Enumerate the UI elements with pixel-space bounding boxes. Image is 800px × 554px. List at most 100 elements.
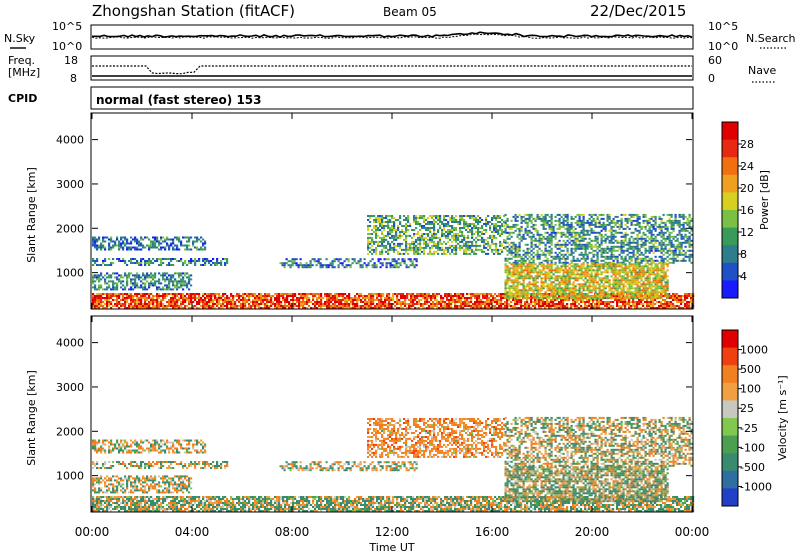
power-echo-cell — [654, 259, 657, 262]
power-echo-cell — [312, 297, 315, 299]
power-echo-cell — [650, 261, 653, 264]
power-echo-cell — [508, 247, 511, 250]
power-echo-cell — [598, 213, 601, 216]
power-echo-cell — [294, 303, 297, 305]
power-echo-cell — [616, 303, 619, 305]
power-echo-cell — [476, 297, 479, 299]
power-echo-cell — [410, 307, 413, 309]
power-echo-cell — [210, 301, 213, 303]
power-echo-cell — [178, 282, 181, 285]
power-echo-cell — [106, 299, 109, 301]
power-echo-cell — [544, 245, 547, 248]
power-echo-cell — [423, 238, 426, 241]
power-echo-cell — [474, 303, 477, 305]
power-echo-cell — [604, 261, 607, 264]
power-echo-cell — [393, 223, 396, 225]
power-echo-cell — [546, 257, 549, 260]
power-echo-cell — [624, 233, 627, 236]
power-echo-cell — [408, 305, 411, 307]
power-echo-cell — [392, 293, 395, 295]
power-echo-cell — [375, 221, 378, 223]
power-echo-cell — [448, 305, 451, 307]
power-echo-cell — [186, 282, 189, 285]
power-echo-cell — [536, 255, 539, 258]
power-echo-cell — [614, 231, 617, 234]
power-echo-cell — [682, 307, 685, 309]
power-echo-cell — [148, 276, 151, 279]
power-echo-cell — [578, 243, 581, 246]
power-echo-cell — [409, 264, 412, 267]
power-echo-cell — [158, 307, 161, 309]
power-echo-cell — [377, 242, 380, 245]
power-echo-cell — [200, 240, 203, 243]
power-echo-cell — [442, 305, 445, 307]
power-echo-cell — [354, 295, 357, 297]
power-echo-cell — [454, 307, 457, 309]
power-echo-cell — [503, 240, 506, 243]
power-echo-cell — [459, 217, 462, 219]
power-echo-cell — [592, 307, 595, 309]
power-echo-cell — [494, 297, 497, 299]
power-echo-cell — [380, 299, 383, 301]
power-echo-cell — [461, 219, 464, 221]
power-echo-cell — [369, 242, 372, 245]
power-echo-cell — [414, 303, 417, 305]
power-echo-cell — [568, 225, 571, 228]
power-echo-cell — [186, 244, 189, 247]
power-echo-cell — [144, 274, 147, 277]
power-echo-cell — [534, 305, 537, 307]
power-echo-cell — [518, 289, 521, 292]
power-echo-cell — [401, 252, 404, 255]
power-echo-cell — [516, 261, 519, 264]
power-echo-cell — [164, 278, 167, 281]
power-echo-cell — [580, 235, 583, 238]
power-echo-cell — [514, 245, 517, 248]
power-echo-cell — [678, 251, 681, 254]
power-echo-cell — [688, 249, 691, 252]
power-echo-cell — [576, 257, 579, 260]
power-echo-cell — [642, 231, 645, 234]
power-echo-cell — [522, 253, 525, 256]
power-echo-cell — [94, 262, 97, 264]
power-echo-cell — [512, 273, 515, 276]
power-echo-cell — [138, 276, 141, 279]
power-echo-cell — [336, 299, 339, 301]
power-echo-cell — [413, 246, 416, 249]
power-echo-cell — [322, 305, 325, 307]
power-echo-cell — [688, 245, 691, 248]
power-echo-cell — [399, 236, 402, 239]
power-echo-cell — [466, 297, 469, 299]
power-echo-cell — [688, 259, 691, 262]
power-echo-cell — [546, 241, 549, 244]
power-echo-cell — [658, 223, 661, 226]
power-echo-cell — [514, 289, 517, 292]
power-echo-cell — [530, 213, 533, 216]
power-echo-cell — [378, 307, 381, 309]
power-echo-cell — [360, 299, 363, 301]
power-echo-cell — [642, 245, 645, 248]
power-echo-cell — [148, 286, 151, 289]
power-echo-cell — [380, 301, 383, 303]
power-echo-cell — [262, 295, 265, 297]
power-echo-cell — [212, 293, 215, 295]
power-echo-cell — [670, 223, 673, 226]
power-echo-cell — [282, 307, 285, 309]
power-echo-cell — [632, 215, 635, 218]
power-echo-cell — [425, 244, 428, 247]
power-echo-cell — [170, 288, 173, 291]
power-echo-cell — [650, 235, 653, 238]
power-echo-cell — [198, 258, 201, 260]
power-echo-cell — [300, 303, 303, 305]
power-echo-cell — [682, 257, 685, 260]
power-echo-cell — [574, 239, 577, 242]
power-echo-cell — [164, 295, 167, 297]
power-echo-cell — [648, 307, 651, 309]
power-echo-cell — [154, 295, 157, 297]
power-echo-cell — [676, 297, 679, 299]
power-echo-cell — [520, 295, 523, 298]
power-echo-cell — [528, 229, 531, 232]
power-echo-cell — [146, 299, 149, 301]
power-echo-cell — [413, 234, 416, 237]
power-echo-cell — [98, 295, 101, 297]
power-echo-cell — [532, 217, 535, 220]
